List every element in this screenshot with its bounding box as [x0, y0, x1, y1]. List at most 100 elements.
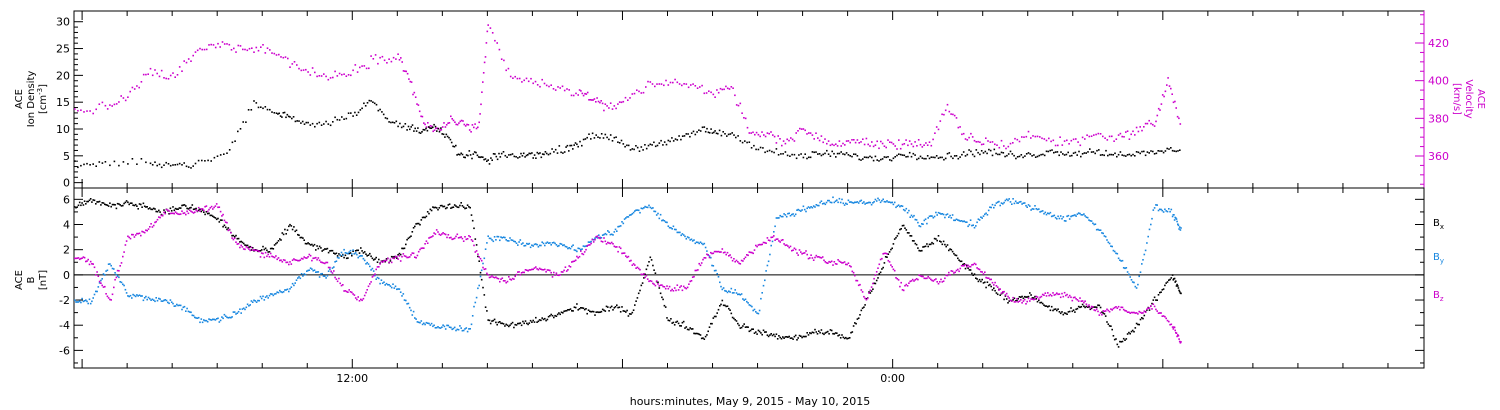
data-point: [1017, 297, 1019, 300]
data-point: [80, 204, 82, 207]
data-point: [434, 125, 437, 128]
data-point: [896, 154, 898, 157]
field-bz-points: [74, 203, 1182, 344]
data-point: [1113, 140, 1115, 142]
data-point: [1134, 285, 1137, 288]
data-point: [1143, 314, 1146, 317]
data-point: [462, 206, 465, 208]
data-point: [510, 279, 513, 281]
data-point: [794, 213, 797, 216]
data-point: [406, 256, 408, 259]
data-point: [483, 294, 486, 296]
data-point: [1125, 155, 1127, 157]
data-point: [1053, 308, 1056, 311]
data-point: [374, 54, 377, 56]
data-point: [979, 153, 981, 156]
data-point: [154, 208, 156, 210]
data-point: [1153, 305, 1156, 308]
y-tick-label: 400: [1428, 75, 1449, 88]
data-point: [263, 299, 266, 301]
data-point: [205, 205, 208, 207]
data-point: [1030, 137, 1032, 139]
data-point: [1059, 296, 1062, 299]
data-point: [101, 202, 103, 204]
data-point: [649, 280, 652, 282]
data-point: [513, 155, 516, 158]
data-point: [326, 261, 329, 264]
data-point: [245, 244, 248, 247]
data-point: [769, 239, 771, 242]
data-point: [847, 199, 850, 202]
data-point: [984, 150, 987, 153]
data-point: [739, 102, 742, 105]
data-point: [286, 113, 289, 116]
data-point: [186, 207, 188, 210]
data-point: [883, 156, 886, 158]
data-point: [725, 253, 727, 256]
data-point: [761, 243, 763, 246]
data-point: [1117, 305, 1120, 308]
data-point: [156, 72, 158, 75]
data-point: [1148, 119, 1150, 122]
data-point: [1089, 307, 1092, 310]
data-point: [482, 156, 484, 158]
data-point: [630, 313, 632, 315]
data-point: [795, 157, 798, 160]
data-point: [338, 253, 340, 255]
data-point: [1034, 205, 1036, 207]
data-point: [378, 258, 380, 261]
data-point: [931, 241, 933, 244]
data-point: [1002, 291, 1004, 293]
data-point: [453, 145, 456, 148]
data-point: [183, 60, 185, 62]
data-point: [576, 250, 578, 253]
data-point: [640, 273, 643, 276]
data-point: [176, 208, 178, 210]
data-point: [682, 234, 685, 236]
data-point: [733, 258, 735, 260]
data-point: [752, 252, 754, 255]
data-point: [1103, 310, 1106, 313]
data-point: [762, 284, 765, 287]
data-point: [244, 308, 246, 311]
data-point: [1003, 145, 1005, 147]
data-point: [419, 321, 421, 324]
data-point: [361, 250, 363, 252]
data-point: [523, 322, 525, 325]
data-point: [113, 268, 115, 270]
data-point: [943, 113, 945, 116]
data-point: [594, 314, 596, 316]
data-point: [421, 247, 424, 249]
legend-entry: By: [1433, 252, 1444, 265]
data-point: [973, 273, 976, 275]
data-point: [1077, 212, 1080, 214]
data-point: [698, 333, 700, 336]
data-point: [946, 244, 949, 246]
data-point: [142, 202, 145, 205]
data-point: [1039, 296, 1041, 299]
data-point: [411, 314, 414, 316]
data-point: [451, 118, 453, 120]
data-point: [652, 264, 654, 267]
data-point: [524, 156, 526, 158]
data-point: [1137, 151, 1140, 154]
data-point: [302, 258, 304, 260]
data-point: [426, 242, 429, 244]
data-point: [213, 156, 216, 159]
data-point: [1093, 306, 1095, 308]
data-point: [1105, 149, 1107, 152]
data-point: [262, 44, 264, 46]
data-point: [1171, 215, 1174, 218]
data-point: [946, 103, 949, 106]
data-point: [710, 256, 712, 259]
data-point: [423, 216, 425, 219]
data-point: [1016, 298, 1018, 300]
data-point: [829, 329, 832, 331]
data-point: [377, 62, 379, 65]
data-point: [899, 153, 902, 156]
data-point: [194, 316, 196, 319]
data-point: [1128, 311, 1130, 313]
data-point: [1000, 292, 1003, 294]
data-point: [729, 133, 732, 135]
data-point: [442, 232, 444, 234]
